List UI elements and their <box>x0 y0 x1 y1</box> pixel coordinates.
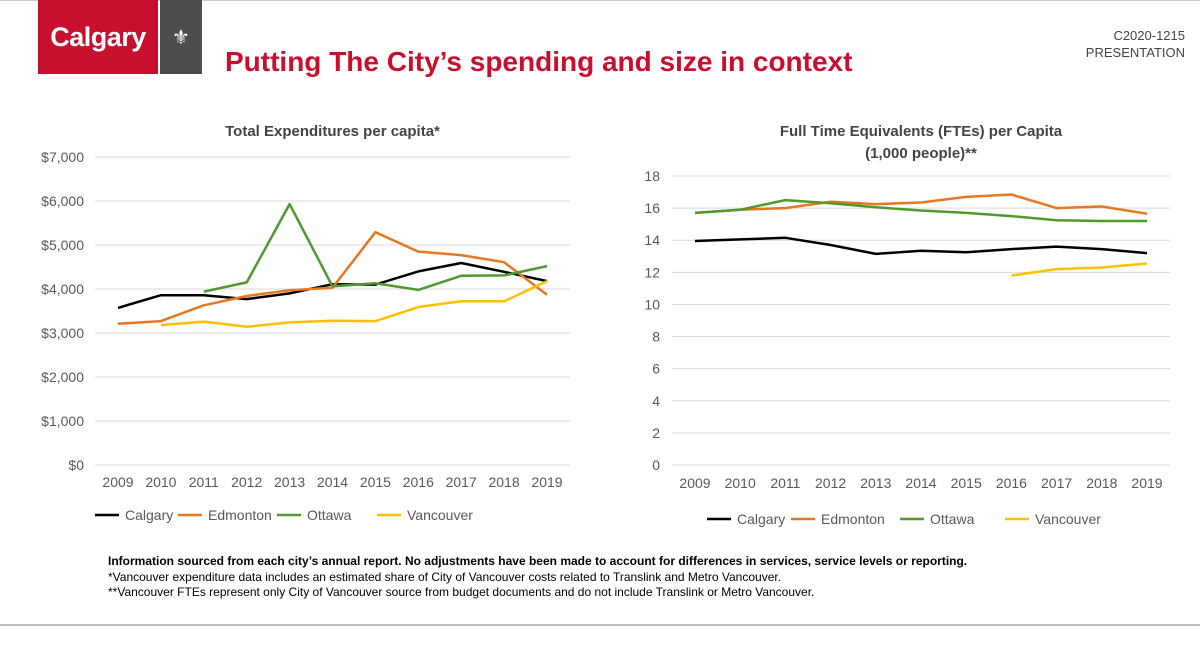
y-tick-label: 2 <box>652 425 660 441</box>
page-title: Putting The City’s spending and size in … <box>225 46 853 77</box>
source-note: Information sourced from each city’s ann… <box>108 554 968 568</box>
doc-type: PRESENTATION <box>1085 45 1185 60</box>
x-tick-label: 2013 <box>274 474 305 490</box>
x-tick-label: 2011 <box>189 474 219 490</box>
x-tick-label: 2017 <box>1041 475 1072 491</box>
x-tick-label: 2012 <box>815 475 846 491</box>
y-tick-label: 12 <box>644 264 660 280</box>
footnotes: Information sourced from each city’s ann… <box>108 554 967 601</box>
legend-label-edmonton: Edmonton <box>821 511 885 527</box>
chart-title: Total Expenditures per capita* <box>225 123 440 140</box>
y-tick-label: $2,000 <box>41 369 84 385</box>
y-tick-label: $4,000 <box>41 281 84 297</box>
y-tick-label: $5,000 <box>41 237 84 253</box>
y-tick-label: 4 <box>652 393 660 409</box>
x-tick-label: 2019 <box>531 474 562 490</box>
legend-label-ottawa: Ottawa <box>930 511 975 527</box>
legend-label-vancouver: Vancouver <box>407 507 473 523</box>
x-tick-label: 2018 <box>1086 475 1117 491</box>
series-line-vancouver <box>160 279 548 329</box>
bottom-divider <box>0 624 1200 626</box>
chart-subtitle: (1,000 people)** <box>865 145 977 162</box>
y-tick-label: $6,000 <box>41 193 84 209</box>
series-line-vancouver <box>1011 262 1148 277</box>
crest-icon: ⚜ <box>160 0 202 74</box>
x-tick-label: 2019 <box>1131 475 1162 491</box>
legend-label-edmonton: Edmonton <box>208 507 272 523</box>
chart-title: Full Time Equivalents (FTEs) per Capita <box>780 123 1063 140</box>
x-tick-label: 2013 <box>860 475 891 491</box>
x-tick-label: 2017 <box>446 474 477 490</box>
legend-label-calgary: Calgary <box>737 511 785 527</box>
legend-label-vancouver: Vancouver <box>1035 511 1101 527</box>
y-tick-label: $7,000 <box>41 149 84 165</box>
y-tick-label: 18 <box>644 168 660 184</box>
y-tick-label: 6 <box>652 361 660 377</box>
y-tick-label: 0 <box>652 457 660 473</box>
calgary-logo: Calgary <box>38 0 158 74</box>
x-tick-label: 2014 <box>905 475 936 491</box>
x-tick-label: 2011 <box>770 475 800 491</box>
x-tick-label: 2016 <box>996 475 1027 491</box>
y-tick-label: $0 <box>68 457 84 473</box>
x-tick-label: 2015 <box>951 475 982 491</box>
x-tick-label: 2014 <box>317 474 348 490</box>
x-tick-label: 2018 <box>489 474 520 490</box>
footnote-expenditure: *Vancouver expenditure data includes an … <box>108 569 782 584</box>
document-code: C2020-1215 PRESENTATION <box>1086 27 1185 61</box>
y-tick-label: 8 <box>652 329 660 345</box>
y-tick-label: $1,000 <box>41 413 84 429</box>
x-tick-label: 2009 <box>679 475 710 491</box>
x-tick-label: 2010 <box>145 474 176 490</box>
series-line-ottawa <box>203 202 548 293</box>
x-tick-label: 2010 <box>725 475 756 491</box>
x-tick-label: 2009 <box>102 474 133 490</box>
y-tick-label: 16 <box>644 200 660 216</box>
logo-text: Calgary <box>50 21 146 52</box>
legend-label-calgary: Calgary <box>125 507 173 523</box>
x-tick-label: 2012 <box>231 474 262 490</box>
y-tick-label: $3,000 <box>41 325 84 341</box>
doc-code: C2020-1215 <box>1113 28 1185 43</box>
series-line-edmonton <box>117 230 548 326</box>
y-tick-label: 10 <box>644 296 660 312</box>
y-tick-label: 14 <box>644 232 660 248</box>
x-tick-label: 2016 <box>403 474 434 490</box>
x-tick-label: 2015 <box>360 474 391 490</box>
top-divider <box>0 0 1200 1</box>
legend-label-ottawa: Ottawa <box>307 507 352 523</box>
footnote-fte: **Vancouver FTEs represent only City of … <box>108 585 815 599</box>
